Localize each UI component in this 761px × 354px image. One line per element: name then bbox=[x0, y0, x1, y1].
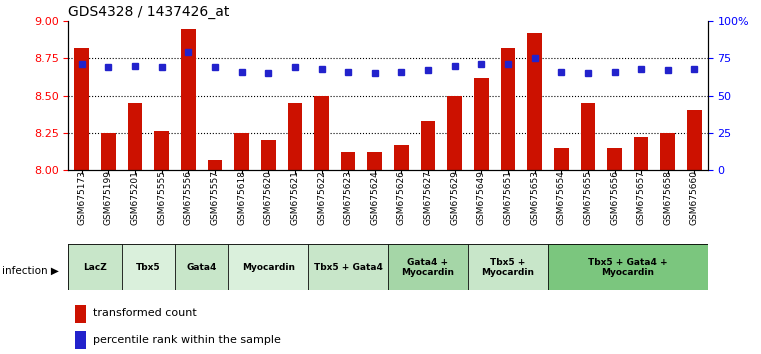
Bar bbox=[181, 29, 196, 170]
Text: GSM675651: GSM675651 bbox=[504, 170, 512, 225]
Text: GSM675555: GSM675555 bbox=[158, 170, 166, 225]
Bar bbox=[421, 121, 435, 170]
Bar bbox=[261, 140, 275, 170]
Bar bbox=[341, 152, 355, 170]
Text: infection ▶: infection ▶ bbox=[2, 266, 59, 276]
Bar bbox=[75, 48, 89, 170]
Text: GSM675653: GSM675653 bbox=[530, 170, 539, 225]
Text: GSM675618: GSM675618 bbox=[237, 170, 246, 225]
Bar bbox=[687, 110, 702, 170]
Text: percentile rank within the sample: percentile rank within the sample bbox=[93, 335, 281, 346]
Text: GDS4328 / 1437426_at: GDS4328 / 1437426_at bbox=[68, 5, 230, 19]
Bar bbox=[474, 78, 489, 170]
Bar bbox=[388, 244, 468, 290]
Bar bbox=[554, 148, 568, 170]
Text: LacZ: LacZ bbox=[83, 263, 107, 272]
Text: Tbx5 +
Myocardin: Tbx5 + Myocardin bbox=[482, 258, 534, 277]
Text: GSM675199: GSM675199 bbox=[104, 170, 113, 225]
Bar bbox=[75, 305, 87, 323]
Bar bbox=[581, 103, 595, 170]
Text: transformed count: transformed count bbox=[93, 308, 196, 318]
Bar bbox=[308, 244, 388, 290]
Text: Tbx5 + Gata4: Tbx5 + Gata4 bbox=[314, 263, 383, 272]
Bar bbox=[548, 244, 708, 290]
Text: GSM675660: GSM675660 bbox=[690, 170, 699, 225]
Text: GSM675657: GSM675657 bbox=[637, 170, 645, 225]
Bar bbox=[228, 244, 308, 290]
Bar bbox=[527, 33, 542, 170]
Bar bbox=[288, 103, 302, 170]
Text: GSM675658: GSM675658 bbox=[664, 170, 672, 225]
Bar bbox=[468, 244, 548, 290]
Text: Myocardin: Myocardin bbox=[242, 263, 295, 272]
Bar bbox=[154, 131, 169, 170]
Text: GSM675201: GSM675201 bbox=[131, 170, 139, 225]
Bar bbox=[122, 244, 175, 290]
Bar bbox=[447, 96, 462, 170]
Text: GSM675654: GSM675654 bbox=[557, 170, 565, 225]
Bar bbox=[394, 145, 409, 170]
Text: Tbx5: Tbx5 bbox=[136, 263, 161, 272]
Text: GSM675655: GSM675655 bbox=[584, 170, 592, 225]
Text: GSM675620: GSM675620 bbox=[264, 170, 272, 225]
Bar bbox=[501, 48, 515, 170]
Text: GSM675649: GSM675649 bbox=[477, 170, 486, 225]
Bar bbox=[128, 103, 142, 170]
Bar bbox=[661, 133, 675, 170]
Bar bbox=[368, 152, 382, 170]
Text: GSM675621: GSM675621 bbox=[291, 170, 299, 225]
Text: GSM675624: GSM675624 bbox=[371, 170, 379, 225]
Text: GSM675626: GSM675626 bbox=[397, 170, 406, 225]
Bar bbox=[607, 148, 622, 170]
Text: GSM675623: GSM675623 bbox=[344, 170, 352, 225]
Text: GSM675629: GSM675629 bbox=[451, 170, 459, 225]
Text: GSM675173: GSM675173 bbox=[78, 170, 86, 225]
Text: GSM675557: GSM675557 bbox=[211, 170, 219, 225]
Bar bbox=[634, 137, 648, 170]
Bar bbox=[75, 331, 87, 349]
Bar bbox=[101, 133, 116, 170]
Bar bbox=[314, 96, 329, 170]
Bar bbox=[175, 244, 228, 290]
Text: GSM675656: GSM675656 bbox=[610, 170, 619, 225]
Text: Gata4 +
Myocardin: Gata4 + Myocardin bbox=[402, 258, 454, 277]
Text: GSM675556: GSM675556 bbox=[184, 170, 193, 225]
Text: GSM675627: GSM675627 bbox=[424, 170, 432, 225]
Bar bbox=[234, 133, 249, 170]
Text: Gata4: Gata4 bbox=[186, 263, 217, 272]
Bar bbox=[68, 244, 122, 290]
Text: Tbx5 + Gata4 +
Myocardin: Tbx5 + Gata4 + Myocardin bbox=[588, 258, 667, 277]
Bar bbox=[208, 160, 222, 170]
Text: GSM675622: GSM675622 bbox=[317, 170, 326, 225]
